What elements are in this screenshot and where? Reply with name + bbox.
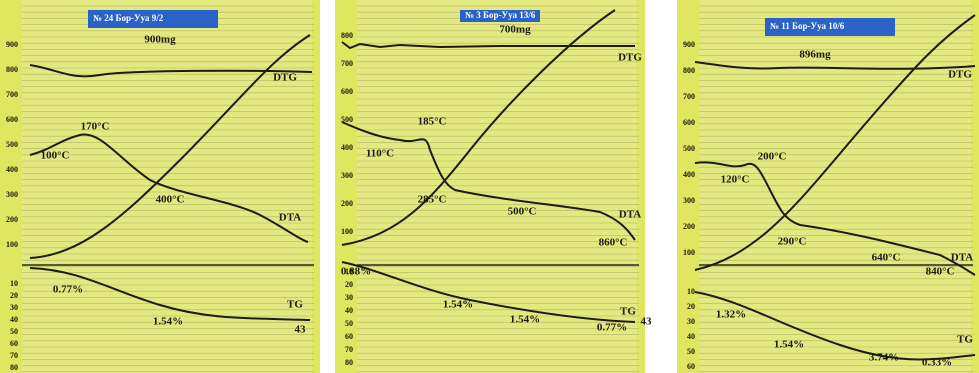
curve-label: DTG [273,72,297,84]
curve-label: 640°C [872,252,901,264]
tick-label: 30 [687,317,695,326]
curve-label: 0.77% [53,284,83,296]
tick-label: 70 [10,351,18,360]
tick-label: 500 [683,144,695,153]
tick-label: 200 [6,215,18,224]
mass: 896mg [799,49,831,61]
tick-label: 60 [345,332,353,341]
tick-label: 100 [6,240,18,249]
curve-label: DTG [618,52,642,64]
curve-label: 1.32% [716,309,746,321]
tick-label: 100 [683,248,695,257]
tick-label: 40 [10,315,18,324]
curve-label: 285°C [418,194,447,206]
curve-label: 185°C [418,116,447,128]
curve-label: DTA [279,212,301,224]
tick-label: 300 [683,196,695,205]
curve-label: DTA [619,209,641,221]
curve-label: 3.74% [869,352,899,364]
tick-label: 500 [6,140,18,149]
panel: № 3 Бор-Ууа 13/6700mg8007006005004003002… [335,0,652,373]
tick-label: 50 [687,347,695,356]
tick-label: 40 [687,332,695,341]
tick-label: 800 [6,65,18,74]
curve-label: 100°C [41,150,70,162]
tick-label: 70 [345,345,353,354]
tick-label: 100 [341,227,353,236]
tick-label: 600 [6,115,18,124]
curve-label: 170°C [81,121,110,133]
curve-label: 1.54% [510,314,540,326]
tick-label: 900 [683,40,695,49]
tick-label: 900 [6,40,18,49]
curve-label: 1.54% [443,299,473,311]
curve-label: TG [287,299,303,311]
tick-label: 60 [687,362,695,371]
tick-label: 300 [341,171,353,180]
tick-label: 40 [345,306,353,315]
tick-label: 700 [683,92,695,101]
curve-label: 43 [295,324,307,336]
curve-label: TG [620,306,636,318]
curve-label: 0.33% [922,357,952,369]
curve-label: TG [957,334,973,346]
curve-label: 500°C [508,206,537,218]
curve-label: 840°C [926,266,955,278]
tick-label: 200 [683,222,695,231]
header: № 24 Бор-Ууа 9/2 [93,13,164,23]
header: № 11 Бор-Ууа 10/6 [770,21,845,31]
tick-label: 600 [683,118,695,127]
tick-label: 30 [345,293,353,302]
tick-label: 20 [345,280,353,289]
curve-label: 110°C [366,148,394,160]
tick-label: 400 [683,170,695,179]
curve-label: 43 [641,316,653,328]
curve-label: 860°C [599,237,628,249]
tick-label: 200 [341,199,353,208]
header: № 3 Бор-Ууа 13/6 [465,10,536,20]
scan: № 24 Бор-Ууа 9/2 900mg 900 800 700 600 500 400 3… [0,0,979,373]
panel: № 24 Бор-Ууа 9/2 900mg 900 800 700 600 500 400 3… [0,0,320,373]
curve-label: DTA [951,252,973,264]
tick-label: 80 [345,358,353,367]
curve-label: 0.77% [597,322,627,334]
tick-label: 10 [687,287,695,296]
tick-label: 20 [687,302,695,311]
mass: 900mg [144,34,176,46]
tick-label: 700 [341,59,353,68]
tick-label: 10 [10,279,18,288]
panel: № 11 Бор-Ууа 10/6896mg900800700600500400… [677,0,979,373]
curve-label: 400°C [156,194,185,206]
tick-label: 700 [6,90,18,99]
tick-label: 300 [6,190,18,199]
curve-label: 1.54% [153,316,183,328]
tick-label: 50 [345,319,353,328]
tick-label: 800 [341,31,353,40]
tick-label: 30 [10,303,18,312]
tick-label: 600 [341,87,353,96]
curve-label: 120°C [721,174,750,186]
curve-label: DTG [948,69,972,81]
mass: 700mg [499,24,531,36]
tick-label: 80 [10,363,18,372]
curve-label: 1.54% [774,339,804,351]
tick-label: 800 [683,66,695,75]
curve-label: 290°C [778,236,807,248]
tick-label: 60 [10,339,18,348]
tick-label: 20 [10,291,18,300]
tick-label: 50 [10,327,18,336]
tick-label: 400 [341,143,353,152]
paper-inner [357,0,637,373]
curve-label: 0.88% [341,266,371,278]
tick-label: 400 [6,165,18,174]
curve-label: 200°C [758,151,787,163]
